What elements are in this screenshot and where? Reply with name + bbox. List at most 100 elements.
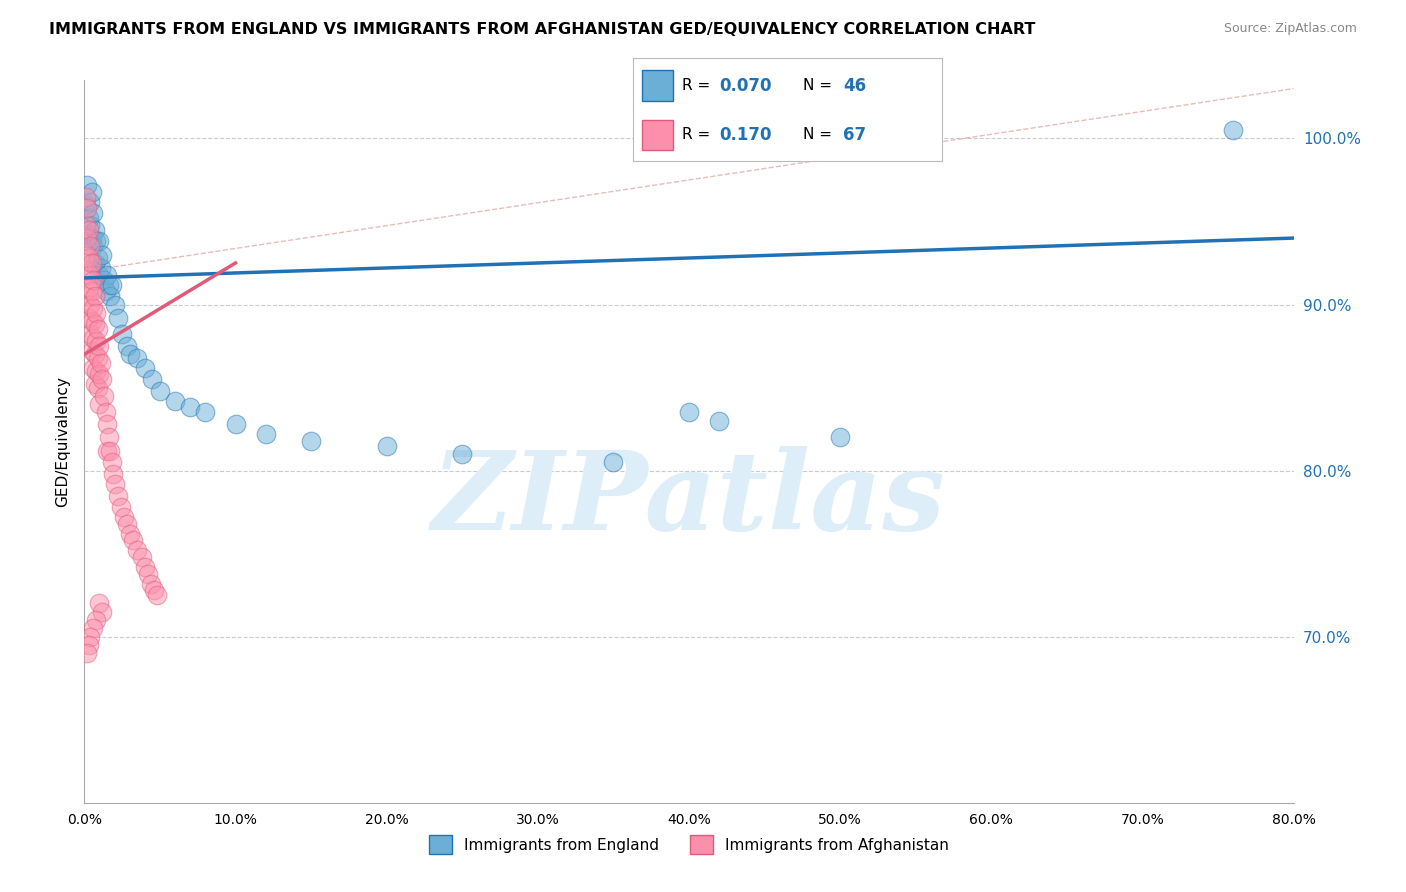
Point <box>75 218 97 232</box>
Point <box>100 277 122 292</box>
Point <box>709 414 731 428</box>
Point <box>115 516 138 531</box>
Point <box>91 372 114 386</box>
Text: R =: R = <box>682 128 716 143</box>
Point <box>96 268 118 282</box>
Point <box>76 264 98 278</box>
Point <box>77 251 100 265</box>
Point <box>225 417 247 431</box>
Point <box>101 467 124 481</box>
Point <box>77 281 100 295</box>
Bar <box>643 120 673 150</box>
Point <box>141 372 163 386</box>
Point <box>149 384 172 398</box>
Point <box>79 268 101 282</box>
Point <box>90 260 112 275</box>
Point <box>127 351 149 365</box>
Point <box>86 334 108 348</box>
Point <box>91 605 114 619</box>
Point <box>115 339 138 353</box>
Point <box>79 218 101 232</box>
Point <box>136 566 159 581</box>
Point <box>830 430 852 444</box>
Point <box>82 360 104 375</box>
Text: Source: ZipAtlas.com: Source: ZipAtlas.com <box>1223 22 1357 36</box>
Point <box>89 397 111 411</box>
Text: 46: 46 <box>844 77 866 95</box>
Point <box>87 351 110 365</box>
Point <box>134 560 156 574</box>
Point <box>80 185 103 199</box>
Point <box>1222 123 1244 137</box>
Point <box>79 194 101 209</box>
Point <box>84 377 107 392</box>
Point <box>77 211 100 226</box>
Text: N =: N = <box>803 128 837 143</box>
Point <box>93 272 115 286</box>
Text: R =: R = <box>682 78 716 93</box>
Point <box>84 289 107 303</box>
Point <box>79 239 101 253</box>
Point <box>118 347 141 361</box>
Point <box>82 239 104 253</box>
Point <box>89 368 111 382</box>
Text: ZIPatlas: ZIPatlas <box>432 446 946 553</box>
Legend: Immigrants from England, Immigrants from Afghanistan: Immigrants from England, Immigrants from… <box>423 830 955 860</box>
Point <box>89 597 111 611</box>
Point <box>80 231 103 245</box>
Point <box>82 301 104 315</box>
Point <box>76 201 98 215</box>
Point <box>84 318 107 332</box>
Point <box>139 576 162 591</box>
Point <box>86 613 108 627</box>
Point <box>96 443 118 458</box>
Point <box>82 331 104 345</box>
Point <box>79 297 101 311</box>
Text: 0.070: 0.070 <box>720 77 772 95</box>
Point <box>75 198 97 212</box>
Point <box>80 344 103 359</box>
Point <box>96 417 118 431</box>
Point <box>90 356 112 370</box>
Point <box>84 256 107 270</box>
Point <box>82 272 104 286</box>
Bar <box>643 70 673 101</box>
Point <box>91 248 114 262</box>
Point <box>76 646 98 660</box>
Text: 0.170: 0.170 <box>720 126 772 144</box>
Point <box>76 178 98 192</box>
Point <box>111 327 134 342</box>
Text: N =: N = <box>803 78 837 93</box>
Point <box>254 427 277 442</box>
Text: IMMIGRANTS FROM ENGLAND VS IMMIGRANTS FROM AFGHANISTAN GED/EQUIVALENCY CORRELATI: IMMIGRANTS FROM ENGLAND VS IMMIGRANTS FR… <box>49 22 1036 37</box>
Point <box>112 510 135 524</box>
Point <box>84 347 107 361</box>
Y-axis label: GED/Equivalency: GED/Equivalency <box>55 376 70 507</box>
Text: 67: 67 <box>844 126 866 144</box>
Point <box>165 393 187 408</box>
Point <box>107 310 129 325</box>
Point <box>84 223 107 237</box>
Point <box>142 583 165 598</box>
Point <box>77 227 100 242</box>
Point <box>121 533 143 548</box>
Point <box>118 526 141 541</box>
Point <box>93 389 115 403</box>
Point <box>131 549 153 564</box>
Point <box>79 327 101 342</box>
Point <box>76 289 98 303</box>
Point <box>80 314 103 328</box>
Point <box>451 447 474 461</box>
Point <box>602 455 624 469</box>
Point <box>77 310 100 325</box>
Point <box>87 251 110 265</box>
Point <box>98 443 121 458</box>
Point <box>97 277 120 292</box>
Point <box>79 630 101 644</box>
Point <box>678 405 700 419</box>
Point <box>146 588 169 602</box>
Point <box>76 231 98 245</box>
Point <box>94 284 117 298</box>
Point <box>194 405 217 419</box>
Point <box>80 284 103 298</box>
